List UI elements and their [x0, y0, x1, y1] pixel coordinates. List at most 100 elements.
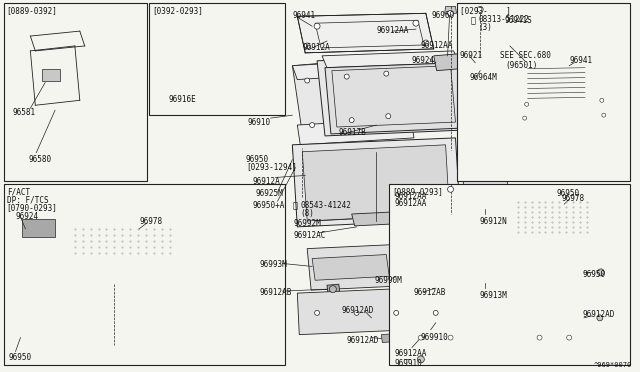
Circle shape [525, 102, 529, 106]
Polygon shape [406, 202, 588, 221]
Polygon shape [445, 6, 456, 13]
Text: [0889-0392]: [0889-0392] [6, 6, 58, 15]
Text: 96992M: 96992M [293, 219, 321, 228]
Polygon shape [70, 221, 182, 263]
Text: 96924: 96924 [15, 212, 38, 221]
Circle shape [419, 335, 423, 340]
Text: 08543-41242: 08543-41242 [300, 201, 351, 210]
Text: 96912AD: 96912AD [582, 310, 614, 319]
Polygon shape [515, 196, 598, 237]
Bar [42, 69, 60, 81]
Polygon shape [292, 59, 406, 80]
Polygon shape [298, 118, 414, 145]
Text: 96978: 96978 [139, 217, 162, 226]
Text: 969910: 969910 [394, 359, 422, 368]
Polygon shape [15, 259, 198, 281]
Text: 96912AA: 96912AA [394, 199, 427, 208]
Circle shape [384, 71, 388, 76]
Text: 96912AA: 96912AA [394, 192, 427, 201]
Text: 96912N: 96912N [479, 217, 507, 226]
Polygon shape [307, 242, 460, 290]
Circle shape [448, 335, 453, 340]
Circle shape [349, 118, 354, 122]
Polygon shape [451, 223, 487, 300]
Text: 96941: 96941 [569, 56, 592, 65]
Circle shape [566, 335, 572, 340]
Text: 96950: 96950 [8, 353, 32, 362]
Text: Ⓢ: Ⓢ [470, 16, 476, 25]
Circle shape [413, 20, 419, 26]
Polygon shape [434, 54, 460, 71]
Text: F/ACT: F/ACT [6, 187, 29, 196]
Polygon shape [302, 145, 449, 221]
Text: [0392-0293]: [0392-0293] [152, 6, 203, 15]
Text: 96912AD: 96912AD [347, 336, 379, 344]
Text: 96924: 96924 [412, 56, 435, 65]
Circle shape [394, 310, 399, 315]
Text: 96941: 96941 [292, 11, 316, 20]
Text: DP: F/TCS: DP: F/TCS [6, 195, 48, 204]
Bar [458, 3, 630, 182]
Text: [0293-1294]: [0293-1294] [246, 163, 297, 171]
Polygon shape [292, 145, 355, 167]
Polygon shape [15, 259, 198, 360]
Circle shape [477, 6, 483, 12]
Polygon shape [381, 334, 395, 343]
Text: 96912AB: 96912AB [414, 288, 446, 297]
Text: 96941S: 96941S [505, 16, 532, 25]
Polygon shape [592, 266, 609, 277]
Text: SEE SEC.680: SEE SEC.680 [500, 51, 551, 60]
Text: 96912AB: 96912AB [260, 288, 292, 297]
Circle shape [597, 269, 604, 276]
Polygon shape [520, 97, 608, 121]
Text: 96916E: 96916E [169, 95, 196, 105]
Circle shape [354, 310, 359, 315]
Polygon shape [20, 217, 58, 239]
Text: 96912AA: 96912AA [376, 26, 409, 35]
Polygon shape [351, 59, 404, 133]
Polygon shape [48, 29, 63, 38]
Text: 96580: 96580 [28, 155, 51, 164]
Polygon shape [35, 51, 72, 95]
Text: 969910: 969910 [421, 333, 449, 341]
Polygon shape [159, 21, 228, 27]
Text: (3): (3) [478, 23, 492, 32]
Text: [0889-0293]: [0889-0293] [392, 187, 443, 196]
Polygon shape [20, 338, 193, 365]
Text: 96950+A: 96950+A [253, 201, 285, 210]
Circle shape [602, 113, 606, 117]
Text: 96912AA: 96912AA [421, 41, 453, 50]
Circle shape [600, 98, 604, 102]
Circle shape [433, 310, 438, 315]
Polygon shape [292, 138, 460, 227]
Circle shape [417, 356, 424, 363]
Circle shape [310, 122, 315, 128]
Polygon shape [298, 286, 458, 335]
Circle shape [423, 40, 429, 46]
Circle shape [344, 74, 349, 79]
Text: 96950: 96950 [246, 155, 269, 164]
Text: 96960: 96960 [432, 11, 455, 20]
Bar [149, 3, 285, 115]
Text: 96912AA: 96912AA [394, 349, 427, 359]
Polygon shape [411, 355, 432, 363]
Polygon shape [525, 64, 588, 103]
Text: 96912AD: 96912AD [342, 306, 374, 315]
Polygon shape [351, 212, 394, 226]
Text: [0790-0293]: [0790-0293] [6, 203, 58, 212]
Circle shape [447, 10, 454, 16]
Polygon shape [474, 78, 490, 102]
Text: 96912A: 96912A [253, 177, 280, 186]
Polygon shape [327, 284, 340, 293]
Polygon shape [317, 56, 465, 136]
Text: 96990M: 96990M [374, 276, 402, 285]
Polygon shape [406, 207, 588, 346]
Text: 96917B: 96917B [339, 128, 367, 137]
Polygon shape [391, 272, 454, 292]
Polygon shape [476, 65, 484, 72]
Circle shape [386, 114, 391, 119]
Polygon shape [305, 171, 316, 180]
Polygon shape [30, 46, 80, 105]
Text: 96921: 96921 [460, 51, 483, 60]
Text: 96910: 96910 [248, 118, 271, 127]
